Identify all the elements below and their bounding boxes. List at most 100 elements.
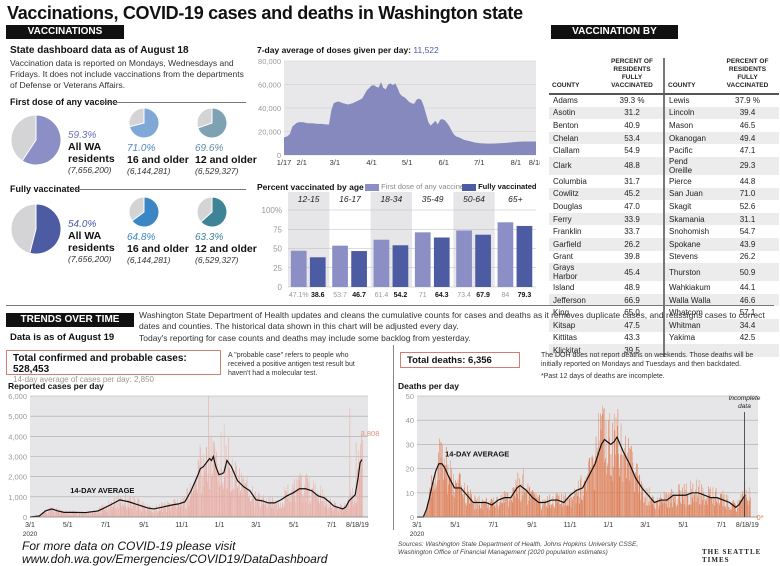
daily-bar [278,503,279,517]
daily-bar [730,507,731,517]
daily-bar [154,511,155,517]
county-name: Lincoln [664,107,716,120]
daily-bar [221,468,222,517]
daily-bar [113,506,114,517]
daily-bar [95,512,96,517]
daily-bar [132,507,133,517]
daily-bar [450,476,451,517]
daily-bar [279,507,280,517]
county-name: Skamania [664,213,716,226]
daily-bar [632,452,633,517]
x-tick-label: 8/19 [355,522,369,529]
daily-bar [75,512,76,517]
x-tick-label: 11/1 [175,522,188,529]
daily-bar [712,504,713,517]
daily-bar [714,498,715,517]
daily-bar [723,491,724,517]
daily-bar [114,497,115,517]
daily-bar [631,446,632,517]
daily-bar [100,507,101,517]
more-data-link[interactable]: www.doh.wa.gov/Emergencies/COVID19/DataD… [22,552,327,566]
daily-bar [184,496,185,517]
daily-bar [182,498,183,517]
daily-bar [309,503,310,517]
daily-bar [119,509,120,517]
daily-bar [455,498,456,517]
daily-bar [426,511,427,517]
daily-bar [460,473,461,517]
daily-bar [672,507,673,517]
daily-bar [186,509,187,517]
daily-bar [339,508,340,517]
daily-bar [342,505,343,517]
daily-bar [53,512,54,517]
daily-bar [277,509,278,517]
daily-bar [745,495,746,517]
daily-bar [226,445,227,517]
daily-bar [67,513,68,517]
daily-bar [116,509,117,517]
daily-bar [140,508,141,517]
daily-bar [441,457,442,517]
daily-bar [602,406,603,517]
daily-bar [642,488,643,517]
pie-pct: 64.8% [127,232,189,243]
daily-bar [731,509,732,517]
daily-bar [670,508,671,517]
daily-bar [735,502,736,517]
daily-bar [627,452,628,517]
bar-value-label: 54.2 [394,292,408,299]
county-pct: 71.0 [716,188,779,201]
fully-vaccinated-label: Fully vaccinated [10,184,80,194]
county-name: Cowlitz [549,188,601,201]
bar-value-label: 64.3 [435,292,449,299]
legend-label-first: First dose of any vaccine [381,182,464,191]
daily-bar [610,475,611,517]
daily-bar [451,469,452,517]
daily-bar [720,494,721,517]
daily-bar [164,503,165,517]
bar-value-label: 67.9 [476,292,490,299]
daily-bar [483,510,484,517]
daily-bar [486,499,487,517]
daily-bar [620,455,621,517]
cases-total: Total confirmed and probable cases: 528,… [13,353,214,375]
daily-bar [304,485,305,517]
daily-bar [329,503,330,517]
bar-value-label: 46.7 [352,292,366,299]
daily-bar [547,496,548,517]
daily-bar [616,441,617,517]
daily-bar [303,497,304,517]
bar-fully-vaccinated [475,235,491,287]
daily-bar [273,509,274,517]
daily-bar [285,491,286,517]
daily-bar [200,448,201,517]
daily-bar [87,514,88,517]
daily-bar [705,505,706,517]
daily-bar [671,503,672,517]
daily-bar [280,509,281,517]
daily-bar [213,440,214,517]
daily-bar [317,499,318,517]
daily-bar [205,473,206,517]
daily-bar [640,475,641,517]
daily-bar [705,500,706,517]
daily-bar [112,510,113,517]
daily-bar [352,488,353,517]
daily-bar [254,507,255,517]
daily-bar [643,503,644,517]
daily-bar [307,475,308,517]
county-pct: 54.7 [716,225,779,238]
daily-bar [218,482,219,517]
daily-bar [428,505,429,517]
daily-bar [283,508,284,517]
x-tick-year: 2020 [410,531,425,538]
daily-bar [181,505,182,517]
x-tick-label: 3/1 [330,158,340,167]
x-tick-label: 3/1 [412,522,422,529]
daily-bar [721,494,722,517]
daily-bar [179,507,180,517]
daily-bar [630,481,631,517]
daily-bar [701,504,702,517]
daily-bar [298,489,299,517]
